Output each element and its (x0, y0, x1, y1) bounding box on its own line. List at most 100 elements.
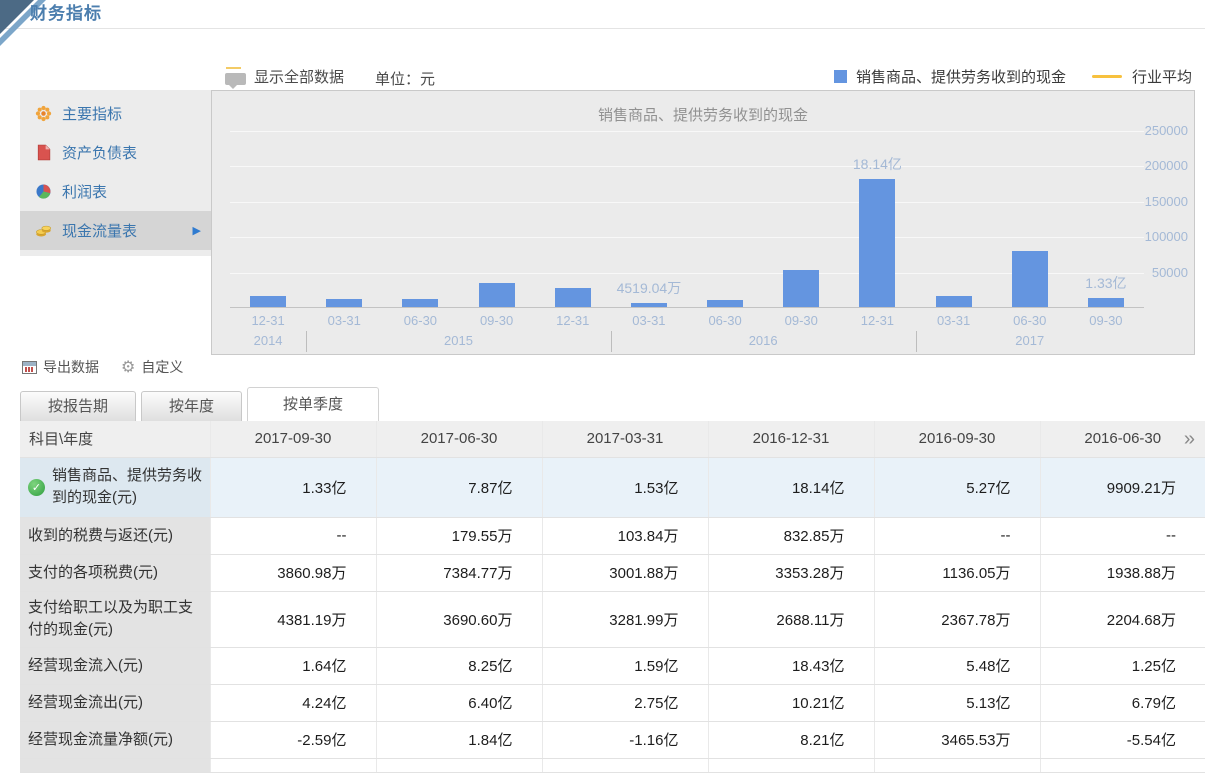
table-row: 经营现金流量净额(元) -2.59亿 1.84亿 -1.16亿 8.21亿 3465.53… (20, 721, 1205, 759)
sidebar-item-label: 资产负债表 (62, 145, 138, 162)
chart-bar[interactable] (478, 282, 515, 307)
chart-bar[interactable] (1011, 251, 1048, 307)
financial-table-wrap: 科目\年度 2017-09-30 2017-06-30 2017-03-31 2016-… (20, 421, 1205, 773)
column-header: 2017-03-31 (542, 421, 709, 458)
cell-value: 9909.21万 (1040, 457, 1205, 518)
sidebar-item-cash-flow[interactable]: 现金流量表 ▶ (20, 211, 211, 250)
gridline (230, 131, 1144, 132)
column-header: 2017-09-30 (210, 421, 377, 458)
tab-report-period[interactable]: 按报告期 (20, 391, 137, 421)
cell-value: 1.25亿 (1040, 647, 1205, 685)
cell-value (874, 758, 1041, 773)
coins-icon (35, 222, 52, 239)
cell-value: 5.13亿 (874, 684, 1041, 722)
year-label: 2017 (1015, 333, 1045, 348)
year-separator (306, 331, 308, 352)
metric-label: 销售商品、提供劳务收到的现金(元) (52, 467, 203, 506)
cell-value: 5.27亿 (874, 457, 1041, 518)
table-row: 经营现金流出(元) 4.24亿 6.40亿 2.75亿 10.21亿 5.13亿 6.79亿 (20, 684, 1205, 722)
metric-label-cell[interactable]: 支付的各项税费(元) (20, 554, 211, 592)
chart-bar[interactable] (859, 178, 896, 307)
chart-bar[interactable] (630, 303, 667, 307)
cell-value: 1.53亿 (542, 457, 709, 518)
export-icon (22, 360, 37, 374)
metric-label-cell[interactable]: 经营现金流入(元) (20, 647, 211, 685)
export-data-button[interactable]: 导出数据 (43, 359, 99, 375)
year-separator (915, 331, 917, 352)
y-axis-tick-label: 100000 (1144, 229, 1188, 245)
cell-value: 3690.60万 (376, 591, 543, 648)
cell-value: -- (210, 517, 377, 555)
gridline (230, 166, 1144, 168)
cell-value: 3353.28万 (708, 554, 875, 592)
cell-value: 3001.88万 (542, 554, 709, 592)
cash-flow-chart: 销售商品、提供劳务收到的现金 4519.04万 18.14亿 1.33亿 50000… (211, 90, 1195, 355)
metric-label: 支付的各项税费(元) (28, 563, 158, 581)
table-row: ✓ 销售商品、提供劳务收到的现金(元) 1.33亿 7.87亿 1.53亿 18.14亿 5… (20, 457, 1205, 518)
chart-bar[interactable] (554, 287, 591, 307)
cell-value: -2.59亿 (210, 721, 377, 759)
cell-value: 1.59亿 (542, 647, 709, 685)
chart-bar[interactable] (326, 299, 363, 307)
chart-bar[interactable] (783, 269, 820, 307)
metric-label: 支付给职工以及为职工支付的现金(元) (28, 599, 194, 638)
x-axis-line (230, 307, 1144, 308)
cell-value: 1938.88万 (1040, 554, 1205, 592)
cell-value: 7.87亿 (376, 457, 543, 518)
tab-yearly[interactable]: 按年度 (141, 391, 243, 421)
sidebar-item-balance-sheet[interactable]: 资产负债表 (20, 133, 211, 172)
metric-label: 经营现金流量净额(元) (28, 730, 173, 748)
show-all-label: 显示全部数据 (254, 69, 345, 86)
legend-series-label[interactable]: 销售商品、提供劳务收到的现金 (855, 69, 1066, 86)
cell-value: 7384.77万 (376, 554, 543, 592)
cell-value: -- (1040, 517, 1205, 555)
metric-label-cell[interactable]: ✓ 销售商品、提供劳务收到的现金(元) (20, 457, 211, 518)
table-row-partial (20, 758, 1205, 773)
chart-bar[interactable] (1087, 297, 1124, 307)
chart-bar[interactable] (935, 296, 972, 307)
legend-industry-label[interactable]: 行业平均 (1131, 69, 1192, 86)
cell-value: 6.40亿 (376, 684, 543, 722)
cell-value: 1.84亿 (376, 721, 543, 759)
table-row: 收到的税费与返还(元) -- 179.55万 103.84万 832.85万 -- -- (20, 517, 1205, 555)
y-axis-tick-label: 50000 (1151, 264, 1188, 280)
cell-value: 1136.05万 (874, 554, 1041, 592)
gridline (230, 201, 1144, 203)
cell-value: 1.33亿 (210, 457, 377, 518)
next-columns-icon[interactable]: » (1183, 427, 1195, 450)
industry-line-icon (1091, 75, 1122, 78)
metric-label-cell[interactable]: 收到的税费与返还(元) (20, 517, 211, 555)
sidebar-item-income-statement[interactable]: 利润表 (20, 172, 211, 211)
cell-value: 10.21亿 (708, 684, 875, 722)
cell-value: 8.25亿 (376, 647, 543, 685)
cell-value: 2367.78万 (874, 591, 1041, 648)
x-axis-tick-label: 06-30 (1013, 313, 1047, 328)
metric-label: 经营现金流入(元) (28, 656, 143, 674)
sidebar: 主要指标资产负债表利润表现金流量表 ▶ (20, 90, 211, 256)
x-axis-tick-label: 09-30 (1089, 313, 1123, 328)
cell-value: 8.21亿 (708, 721, 875, 759)
chart-bar[interactable] (707, 299, 744, 307)
tab-single-quarter[interactable]: 按单季度 (247, 387, 380, 421)
metric-label-cell[interactable]: 支付给职工以及为职工支付的现金(元) (20, 591, 211, 648)
sidebar-item-main-indicators[interactable]: 主要指标 (20, 94, 211, 133)
show-all-data-toggle[interactable]: 显示全部数据 (225, 66, 345, 89)
cell-value: 179.55万 (376, 517, 543, 555)
sidebar-item-label: 利润表 (62, 184, 108, 201)
chart-bar[interactable] (250, 296, 287, 307)
y-axis-tick-label: 200000 (1144, 158, 1188, 174)
cell-value: 3465.53万 (874, 721, 1041, 759)
cell-value: 2688.11万 (708, 591, 875, 648)
cell-value: 6.79亿 (1040, 684, 1205, 722)
table-row: 支付的各项税费(元) 3860.98万 7384.77万 3001.88万 3353.2… (20, 554, 1205, 592)
chart-bar[interactable] (402, 299, 439, 307)
cell-value: 1.64亿 (210, 647, 377, 685)
metric-label: 经营现金流出(元) (28, 693, 143, 711)
year-separator (610, 331, 612, 352)
chart-plot-area: 4519.04万 18.14亿 1.33亿 (230, 91, 1144, 308)
customize-button[interactable]: 自定义 (141, 359, 184, 375)
year-label: 2015 (444, 333, 473, 348)
metric-label-cell[interactable]: 经营现金流量净额(元) (20, 721, 211, 759)
metric-label-cell[interactable]: 经营现金流出(元) (20, 684, 211, 722)
year-label: 2016 (748, 333, 778, 348)
